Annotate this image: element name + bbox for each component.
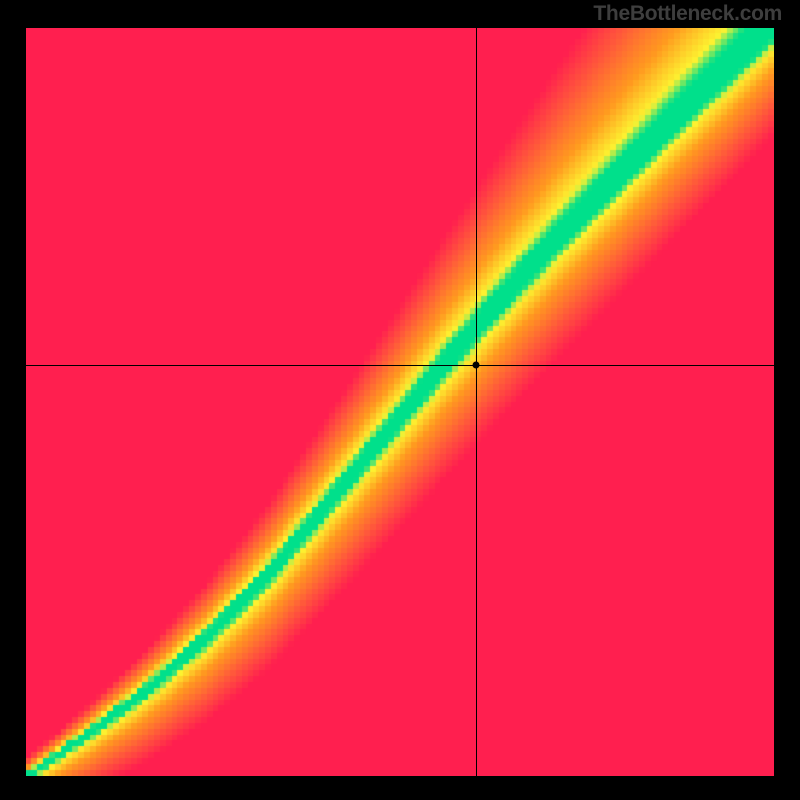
crosshair-vertical <box>476 28 477 776</box>
watermark-text: TheBottleneck.com <box>593 2 782 26</box>
heatmap-plot <box>26 28 774 776</box>
heatmap-canvas <box>26 28 774 776</box>
crosshair-horizontal <box>26 365 774 366</box>
crosshair-marker <box>472 361 479 368</box>
